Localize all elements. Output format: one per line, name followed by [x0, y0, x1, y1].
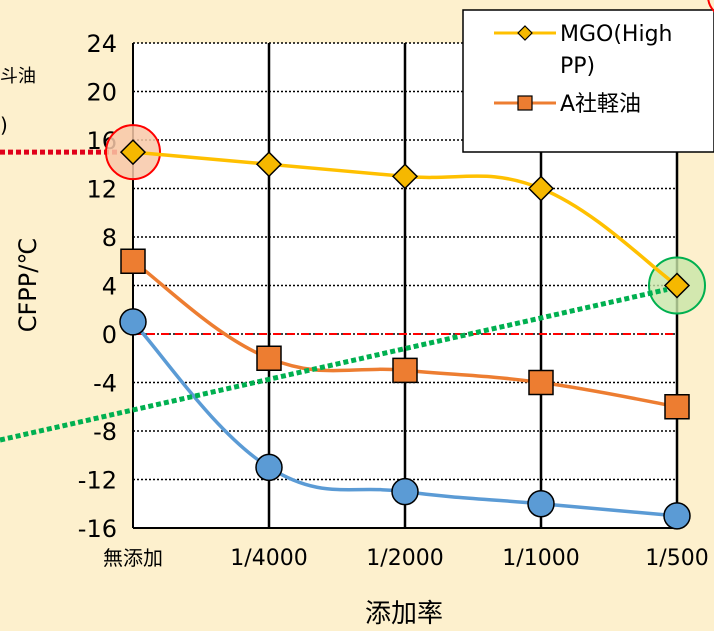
marker-circle [119, 308, 147, 336]
marker-square [392, 357, 418, 384]
legend-label-mgo: MGO(High [560, 22, 673, 47]
x-tick-label: 1/500 [645, 546, 708, 571]
marker-circle [527, 490, 555, 518]
marker-square [120, 248, 146, 274]
marker-square [664, 394, 690, 420]
y-axis-title: CFPP/℃ [14, 238, 42, 333]
legend-label-a: A社軽油 [560, 92, 641, 117]
x-axis-title: 添加率 [365, 599, 443, 629]
legend-marker-square [517, 95, 533, 111]
y-tick-label: -8 [93, 418, 117, 446]
y-tick-label: 0 [102, 321, 117, 349]
y-tick-label: -4 [93, 370, 117, 398]
x-tick-label: 1/4000 [230, 546, 307, 571]
marker-diamond [527, 175, 555, 202]
x-tick-label: 無添加 [103, 546, 163, 570]
x-tick-label: 1/2000 [366, 546, 443, 571]
y-tick-label: 24 [86, 30, 117, 58]
y-tick-label: -12 [78, 467, 117, 495]
marker-diamond [119, 139, 147, 166]
marker-diamond [391, 163, 419, 190]
green-dotted-pointer [0, 287, 668, 443]
cropped-note-1: 斗油 [0, 66, 36, 87]
legend-marker-diamond [517, 25, 533, 41]
y-tick-label: 20 [86, 79, 117, 107]
marker-circle [255, 453, 283, 482]
x-tick-label: 1/1000 [502, 546, 579, 571]
cropped-note-2: ) [0, 113, 8, 137]
y-tick-label: -16 [78, 515, 117, 543]
marker-circle [391, 477, 419, 506]
y-tick-label: 4 [102, 273, 117, 301]
marker-square [256, 345, 282, 371]
marker-diamond [663, 272, 691, 299]
legend-label-mgo-line2: PP) [560, 54, 595, 79]
y-tick-label: 12 [86, 176, 117, 204]
marker-square [528, 369, 554, 396]
y-tick-label: 8 [102, 224, 117, 252]
marker-circle [663, 502, 691, 530]
marker-diamond [255, 151, 283, 178]
